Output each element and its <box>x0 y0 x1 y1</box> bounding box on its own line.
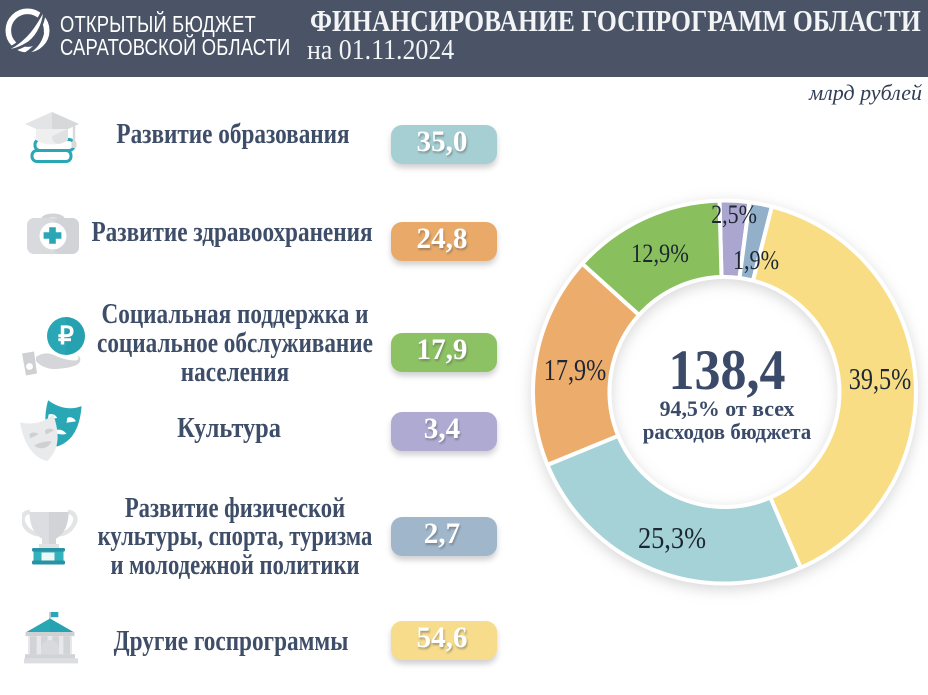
svg-text:₽: ₽ <box>58 322 74 350</box>
